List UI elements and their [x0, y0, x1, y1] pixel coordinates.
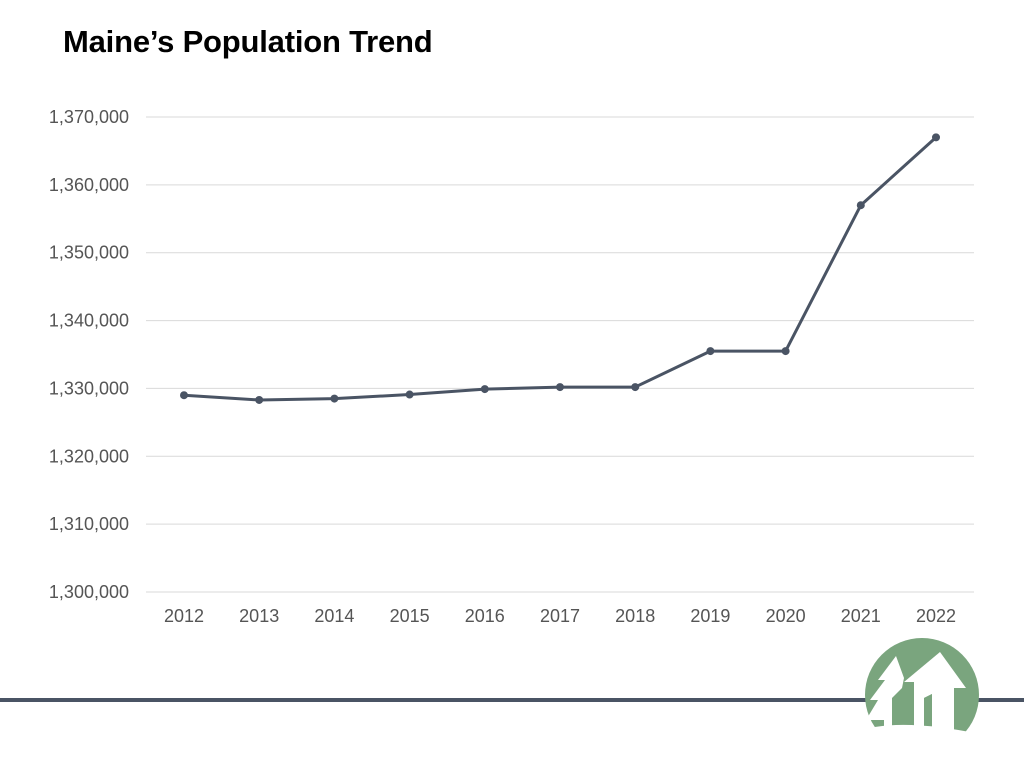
footer-divider [0, 698, 1024, 702]
x-tick-label: 2015 [390, 606, 430, 626]
slide-title: Maine’s Population Trend [63, 24, 433, 59]
data-point [405, 390, 414, 399]
logo-ground-curve [862, 724, 980, 742]
y-tick-label: 1,300,000 [49, 582, 129, 602]
data-point [480, 385, 489, 394]
x-tick-label: 2017 [540, 606, 580, 626]
data-point [556, 383, 564, 392]
tree-house-logo-icon [862, 638, 980, 742]
y-axis-tick-labels: 1,300,000 1,310,000 1,320,000 1,330,000 1,34… [49, 107, 129, 602]
series-line-layer [183, 136, 938, 402]
grid-lines [146, 116, 974, 593]
logo-house-shape [904, 652, 966, 736]
data-point [706, 347, 715, 356]
y-tick-label: 1,360,000 [49, 175, 129, 195]
x-tick-label: 2012 [164, 606, 204, 626]
population-line-chart: 1,300,000 1,310,000 1,320,000 1,330,000 1,34… [49, 107, 974, 626]
x-tick-label: 2014 [314, 606, 354, 626]
x-tick-label: 2022 [916, 606, 956, 626]
y-tick-label: 1,320,000 [49, 446, 129, 466]
x-tick-label: 2021 [841, 606, 881, 626]
x-axis-tick-labels: 2012 2013 2014 2015 2016 2017 2018 2019 2020 2021… [164, 606, 956, 626]
data-point [631, 383, 640, 392]
logo-tree-shape [866, 656, 904, 738]
data-points [180, 133, 940, 404]
series-line [183, 136, 938, 402]
data-point [255, 395, 264, 404]
y-tick-label: 1,350,000 [49, 243, 129, 263]
logo-house-inner [924, 694, 932, 736]
data-point [180, 391, 188, 400]
y-tick-label: 1,310,000 [49, 514, 129, 534]
x-tick-label: 2019 [690, 606, 730, 626]
y-tick-label: 1,330,000 [49, 378, 129, 398]
y-tick-label: 1,370,000 [49, 107, 129, 127]
data-point [932, 133, 940, 142]
y-tick-label: 1,340,000 [49, 311, 129, 331]
data-point [330, 394, 339, 403]
data-point [856, 201, 865, 210]
data-point [781, 347, 790, 356]
x-tick-label: 2018 [615, 606, 655, 626]
x-tick-label: 2016 [465, 606, 505, 626]
x-tick-label: 2020 [766, 606, 806, 626]
x-tick-label: 2013 [239, 606, 279, 626]
